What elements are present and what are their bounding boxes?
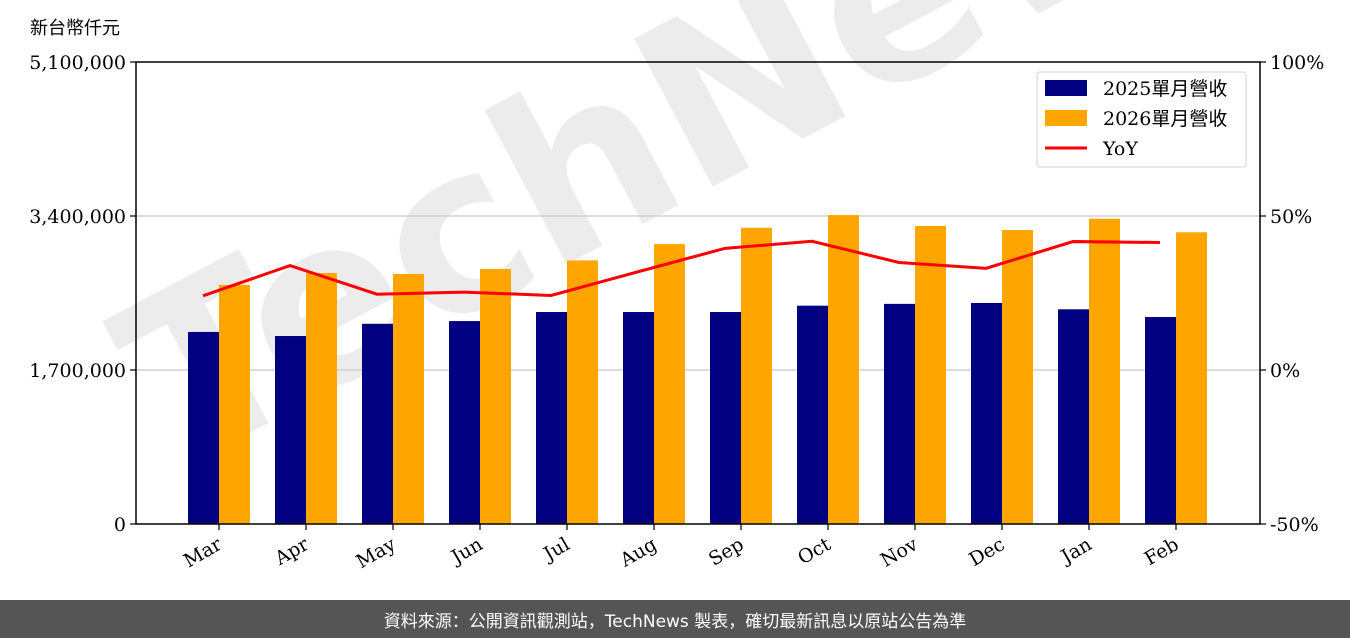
x-tick-label: Jan xyxy=(1056,533,1096,569)
x-tick-label: Dec xyxy=(965,533,1008,571)
legend-label: YoY xyxy=(1102,138,1138,160)
bar-2026-mar xyxy=(219,284,250,524)
bar-2025-jan xyxy=(1058,309,1089,524)
revenue-chart: TechNews01,700,0003,400,0005,100,000-50%… xyxy=(29,0,1336,573)
bar-2026-nov xyxy=(915,225,946,524)
bar-2025-jun xyxy=(449,321,480,524)
y-tick-label: 5,100,000 xyxy=(29,52,126,74)
bar-2026-apr xyxy=(306,273,337,524)
bar-2026-jan xyxy=(1089,218,1120,524)
x-tick-label: May xyxy=(353,533,400,573)
bar-2025-may xyxy=(362,323,393,524)
plot-frame xyxy=(135,61,1261,525)
x-tick-label: Jun xyxy=(446,533,487,569)
bar-2026-jul xyxy=(567,260,598,524)
y2-tick-label: 100% xyxy=(1270,52,1324,74)
legend: 2025單月營收 2026單月營收 YoY xyxy=(1036,71,1247,168)
yoy-line xyxy=(202,239,1161,298)
y2-tick-label: -50% xyxy=(1270,514,1319,536)
bar-2026-feb xyxy=(1176,232,1207,524)
y-tick-label: 1,700,000 xyxy=(29,360,126,382)
legend-label: 2025單月營收 xyxy=(1103,78,1227,100)
bar-2026-aug xyxy=(654,244,685,525)
bar-2026-sep xyxy=(741,227,772,524)
y-tick-label: 0 xyxy=(114,514,126,536)
y-axis-unit-label: 新台幣仟元 xyxy=(30,18,120,39)
x-tick-label: Jul xyxy=(538,533,573,566)
bar-2025-apr xyxy=(275,336,306,524)
bar-2025-nov xyxy=(884,303,915,524)
bar-2025-dec xyxy=(971,302,1002,524)
x-tick-label: Aug xyxy=(616,533,661,572)
bar-2026-dec xyxy=(1002,230,1033,524)
bar-2025-jul xyxy=(536,312,567,524)
bar-2026-jun xyxy=(480,268,511,524)
bar-2025-mar xyxy=(188,331,219,524)
x-tick-label: Oct xyxy=(794,533,835,569)
legend-label: 2026單月營收 xyxy=(1103,108,1227,130)
bar-2026-may xyxy=(393,273,424,524)
source-footer: 資料來源：公開資訊觀測站，TechNews 製表，確切最新訊息以原站公告為準 xyxy=(0,600,1350,638)
x-tick-label: Apr xyxy=(270,533,313,570)
x-tick-label: Nov xyxy=(877,533,922,572)
bar-2026-oct xyxy=(828,215,859,524)
legend-swatch xyxy=(1045,110,1087,126)
legend-swatch xyxy=(1045,80,1087,96)
y-tick-label: 3,400,000 xyxy=(29,206,126,228)
bar-2025-sep xyxy=(710,312,741,524)
bar-2025-oct xyxy=(797,305,828,524)
x-tick-label: Feb xyxy=(1141,533,1183,570)
x-tick-label: Sep xyxy=(705,533,748,570)
legend-box xyxy=(1036,71,1247,168)
y2-tick-label: 0% xyxy=(1270,360,1300,382)
x-tick-label: Mar xyxy=(180,533,226,572)
y2-tick-label: 50% xyxy=(1270,206,1312,228)
bar-2025-aug xyxy=(623,312,654,524)
bar-2025-feb xyxy=(1145,317,1176,524)
